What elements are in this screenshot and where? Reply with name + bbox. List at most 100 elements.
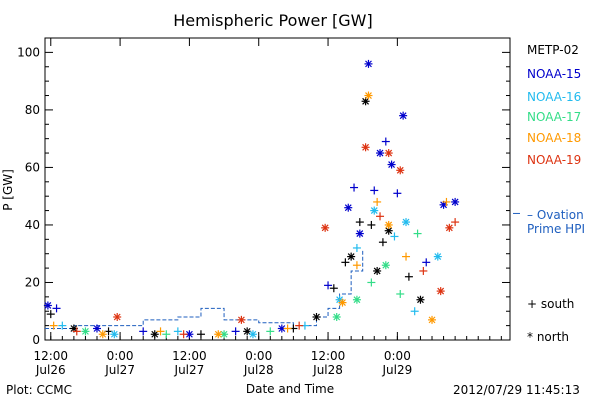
marker-stroke [313, 313, 320, 321]
legend-item-noaa16: NOAA-16 [527, 90, 582, 104]
marker-stroke [362, 97, 370, 105]
south-plus-marker [162, 330, 171, 339]
legend-item-noaa19: NOAA-19 [527, 153, 582, 167]
x-tick-label-date: Jul27 [174, 363, 205, 377]
south-plus-marker [442, 197, 451, 206]
marker-stroke [278, 325, 286, 332]
x-tick-label-time: 12:00 [311, 349, 346, 363]
south-plus-marker [451, 218, 460, 227]
north-star-marker [381, 261, 390, 270]
y-tick-label: 40 [25, 218, 40, 232]
marker-stroke [237, 316, 245, 324]
marker-stroke [220, 330, 228, 338]
north-star-marker [43, 301, 52, 310]
south-plus-marker [376, 212, 385, 221]
south-plus-marker [46, 310, 55, 319]
north-star-marker [445, 223, 454, 232]
marker-stroke [249, 330, 257, 338]
y-tick-label: 100 [17, 45, 40, 59]
south-plus-marker [352, 261, 361, 270]
marker-stroke [214, 330, 222, 338]
south-plus-marker [173, 327, 182, 336]
north-star-marker [347, 252, 356, 261]
north-star-marker [384, 226, 393, 235]
north-star-marker [332, 312, 341, 321]
north-star-marker [396, 166, 405, 175]
x-tick-label-time: 0:00 [384, 349, 411, 363]
north-star-marker [384, 149, 393, 158]
legend-ovation-line1: – Ovation [527, 208, 584, 222]
south-plus-marker [370, 186, 379, 195]
south-plus-marker [329, 284, 338, 293]
south-plus-marker [49, 321, 58, 330]
marker-stroke [356, 230, 364, 238]
north-star-marker [150, 330, 159, 339]
marker-stroke [451, 198, 459, 206]
legend-ovation-line2: Prime HPI [527, 222, 585, 236]
south-plus-marker [413, 229, 422, 238]
south-plus-marker [295, 321, 304, 330]
north-star-marker [384, 220, 393, 229]
marker-stroke [82, 327, 89, 335]
south-plus-marker [231, 327, 240, 336]
south-plus-marker [396, 289, 405, 298]
south-plus-marker [381, 137, 390, 146]
north-star-marker [416, 295, 425, 304]
north-star-marker [352, 295, 361, 304]
south-plus-marker [196, 330, 205, 339]
north-star-marker [361, 143, 370, 152]
north-star-marker [436, 287, 445, 296]
north-star-marker [81, 327, 90, 336]
marker-stroke [70, 325, 78, 332]
south-plus-marker [373, 197, 382, 206]
marker-stroke [402, 218, 410, 226]
north-star-marker [98, 330, 107, 339]
legend-item-metp02: METP-02 [527, 43, 579, 57]
north-star-marker [355, 229, 364, 238]
south-plus-marker [283, 324, 292, 333]
marker-stroke [347, 253, 355, 261]
marker-stroke [44, 302, 52, 309]
south-plus-marker [156, 327, 165, 336]
north-star-marker [338, 298, 347, 307]
marker-stroke [385, 149, 393, 157]
y-tick-label: 20 [25, 275, 40, 289]
south-plus-marker [404, 272, 413, 281]
north-star-marker [433, 252, 442, 261]
south-plus-marker [402, 252, 411, 261]
footer-plot-credit: Plot: CCMC [6, 383, 72, 397]
x-tick-label-date: Jul26 [35, 363, 66, 377]
marker-stroke [362, 143, 370, 151]
south-plus-marker [266, 327, 275, 336]
x-tick-label-date: Jul28 [312, 363, 343, 377]
north-star-marker [402, 218, 411, 227]
north-star-marker [110, 330, 119, 339]
south-plus-marker [179, 330, 188, 339]
marker-stroke [437, 287, 445, 295]
north-star-marker [399, 111, 408, 120]
marker-stroke [344, 204, 352, 212]
south-plus-marker [350, 183, 359, 192]
marker-stroke [399, 112, 407, 120]
south-plus-marker [419, 266, 428, 275]
points-layer [43, 59, 460, 339]
south-plus-marker [355, 218, 364, 227]
north-star-marker [451, 197, 460, 206]
south-plus-marker [367, 278, 376, 287]
marker-stroke [243, 327, 251, 335]
marker-stroke [385, 221, 393, 229]
marker-stroke [388, 161, 396, 168]
south-plus-marker [139, 327, 148, 336]
south-plus-marker [410, 307, 419, 316]
south-plus-marker [72, 327, 81, 336]
y-tick-label: 80 [25, 103, 40, 117]
south-plus-marker [390, 232, 399, 241]
x-tick-label-date: Jul29 [381, 363, 412, 377]
footer-timestamp: 2012/07/29 11:45:13 [453, 383, 580, 397]
north-star-marker [376, 149, 385, 158]
marker-stroke [428, 316, 436, 324]
north-star-marker [364, 59, 373, 68]
y-tick-label: 60 [25, 160, 40, 174]
north-star-marker [370, 206, 379, 215]
marker-stroke [333, 313, 341, 321]
